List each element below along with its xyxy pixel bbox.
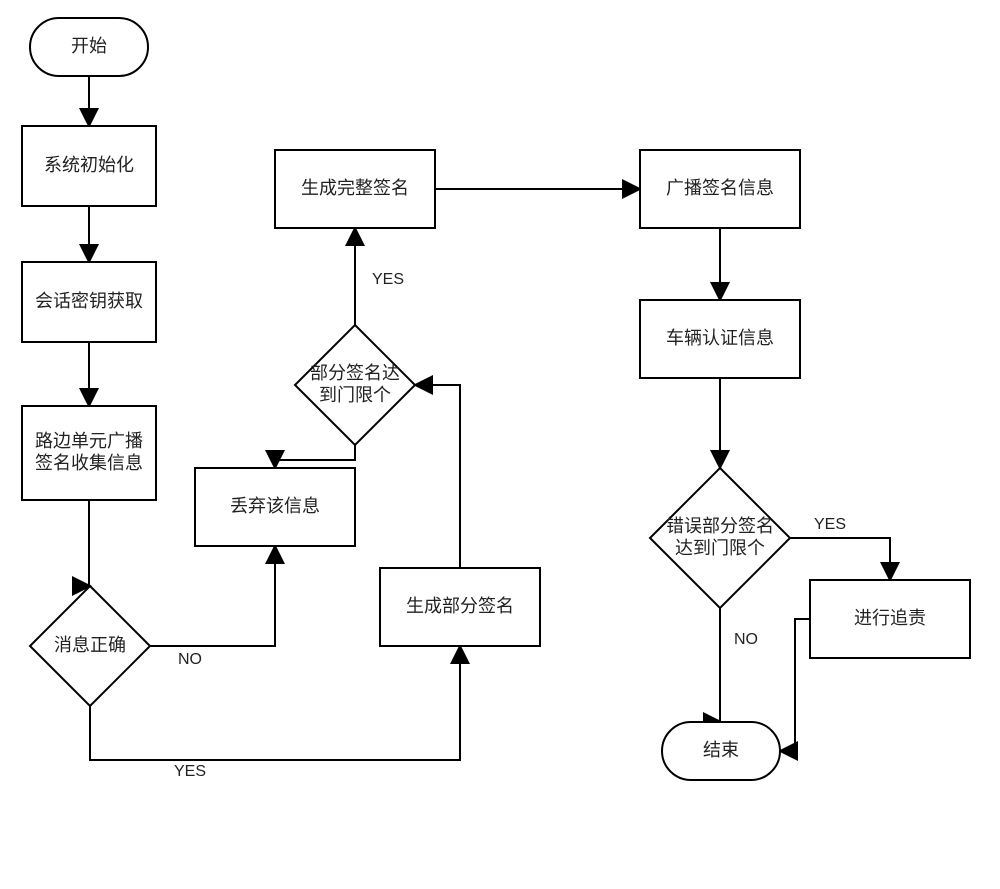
node-label-collect: 路边单元广播签名收集信息 [35,431,143,473]
edge-ethresh-to-blame [790,538,890,580]
edge-msgok-to-discard [150,546,275,646]
edge-label-ethresh-end: NO [734,631,758,648]
edge-label-msgok-discard: NO [178,651,202,668]
node-label-end: 结束 [703,740,739,760]
node-label-gensig: 生成完整签名 [301,178,409,198]
edge-collect-to-msgok [89,500,90,586]
edge-partsig-to-pthresh [415,385,460,568]
node-label-msgok: 消息正确 [54,635,126,655]
edge-blame-to-end [780,619,810,751]
flowchart-canvas: NOYESNOYESYESNO开始系统初始化会话密钥获取路边单元广播签名收集信息… [0,0,1000,889]
edge-label-msgok-partsig: YES [174,763,206,780]
edge-ethresh-to-end [720,608,721,722]
node-label-getkey: 会话密钥获取 [35,291,143,311]
edge-pthresh-to-discard [275,445,355,468]
node-label-vauth: 车辆认证信息 [666,328,774,348]
node-label-init: 系统初始化 [44,155,134,175]
node-label-bcast: 广播签名信息 [666,178,774,198]
node-label-ethresh: 错误部分签名达到门限个 [666,516,774,558]
node-label-partsig: 生成部分签名 [406,596,514,616]
edge-label-ethresh-blame: YES [814,516,846,533]
node-label-start: 开始 [71,36,107,56]
edge-label-pthresh-gensig: YES [372,271,404,288]
node-label-pthresh: 部分签名达到门限个 [310,363,400,405]
node-label-discard: 丢弃该信息 [230,496,320,516]
edge-msgok-to-partsig [90,646,460,760]
node-label-blame: 进行追责 [854,608,926,628]
